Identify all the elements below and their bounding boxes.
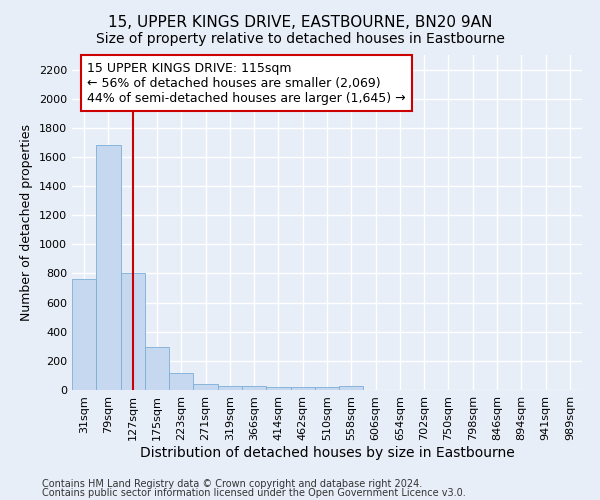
Y-axis label: Number of detached properties: Number of detached properties [20,124,34,321]
Bar [242,386,266,390]
Text: Contains HM Land Registry data © Crown copyright and database right 2024.: Contains HM Land Registry data © Crown c… [42,479,422,489]
X-axis label: Distribution of detached houses by size in Eastbourne: Distribution of detached houses by size … [140,446,514,460]
Bar [218,386,242,390]
Text: Size of property relative to detached houses in Eastbourne: Size of property relative to detached ho… [95,32,505,46]
Bar [72,280,96,390]
Text: Contains public sector information licensed under the Open Government Licence v3: Contains public sector information licen… [42,488,466,498]
Bar [169,373,193,390]
Bar [96,146,121,390]
Bar [266,387,290,390]
Bar [339,386,364,390]
Text: 15 UPPER KINGS DRIVE: 115sqm
← 56% of detached houses are smaller (2,069)
44% of: 15 UPPER KINGS DRIVE: 115sqm ← 56% of de… [88,62,406,104]
Text: 15, UPPER KINGS DRIVE, EASTBOURNE, BN20 9AN: 15, UPPER KINGS DRIVE, EASTBOURNE, BN20 … [108,15,492,30]
Bar [315,388,339,390]
Bar [145,347,169,390]
Bar [121,274,145,390]
Bar [290,387,315,390]
Bar [193,384,218,390]
